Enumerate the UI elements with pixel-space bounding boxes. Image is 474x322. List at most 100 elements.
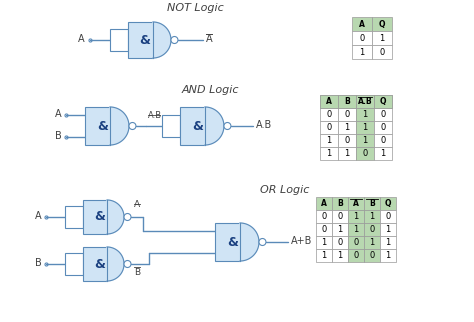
FancyBboxPatch shape — [332, 249, 348, 262]
FancyBboxPatch shape — [356, 121, 374, 134]
Circle shape — [124, 213, 131, 221]
FancyBboxPatch shape — [352, 31, 372, 45]
Circle shape — [171, 36, 178, 43]
FancyBboxPatch shape — [348, 197, 364, 210]
FancyBboxPatch shape — [332, 197, 348, 210]
Text: &: & — [94, 211, 105, 223]
FancyBboxPatch shape — [356, 147, 374, 160]
FancyBboxPatch shape — [83, 247, 107, 281]
Text: &: & — [97, 119, 108, 132]
Text: 0: 0 — [359, 33, 365, 43]
FancyBboxPatch shape — [83, 200, 107, 234]
FancyBboxPatch shape — [316, 236, 332, 249]
Text: A.B: A.B — [256, 120, 272, 130]
FancyBboxPatch shape — [364, 249, 380, 262]
Text: Q: Q — [385, 199, 391, 208]
Text: Q: Q — [380, 97, 386, 106]
Circle shape — [224, 122, 231, 129]
Text: 1: 1 — [345, 149, 350, 158]
Text: 0: 0 — [337, 212, 343, 221]
Text: 0: 0 — [321, 212, 327, 221]
Text: &: & — [94, 258, 105, 270]
Text: 0: 0 — [321, 225, 327, 234]
FancyBboxPatch shape — [374, 121, 392, 134]
FancyBboxPatch shape — [316, 223, 332, 236]
Text: 0: 0 — [369, 251, 374, 260]
FancyBboxPatch shape — [372, 45, 392, 59]
Text: 1: 1 — [337, 251, 343, 260]
Text: 0: 0 — [380, 110, 386, 119]
FancyBboxPatch shape — [374, 147, 392, 160]
FancyBboxPatch shape — [372, 31, 392, 45]
FancyBboxPatch shape — [372, 17, 392, 31]
FancyBboxPatch shape — [356, 134, 374, 147]
Text: NOT Logic: NOT Logic — [167, 3, 223, 13]
FancyBboxPatch shape — [348, 223, 364, 236]
Text: 0: 0 — [345, 110, 350, 119]
FancyBboxPatch shape — [65, 253, 83, 275]
FancyBboxPatch shape — [316, 210, 332, 223]
Text: &: & — [192, 119, 202, 132]
Text: Q: Q — [379, 20, 385, 29]
FancyBboxPatch shape — [380, 236, 396, 249]
Polygon shape — [107, 200, 124, 234]
FancyBboxPatch shape — [364, 236, 380, 249]
FancyBboxPatch shape — [348, 210, 364, 223]
Text: 1: 1 — [363, 136, 368, 145]
Text: 0: 0 — [363, 149, 368, 158]
Text: 1: 1 — [380, 149, 386, 158]
Text: 1: 1 — [363, 110, 368, 119]
FancyBboxPatch shape — [374, 108, 392, 121]
Text: 1: 1 — [359, 48, 365, 56]
Circle shape — [259, 239, 266, 245]
Text: 1: 1 — [337, 225, 343, 234]
FancyBboxPatch shape — [348, 249, 364, 262]
FancyBboxPatch shape — [374, 95, 392, 108]
Text: B: B — [35, 258, 42, 268]
Text: 0: 0 — [354, 238, 359, 247]
Text: 1: 1 — [369, 238, 374, 247]
Text: A: A — [326, 97, 332, 106]
Text: 1: 1 — [363, 123, 368, 132]
Text: B: B — [344, 97, 350, 106]
FancyBboxPatch shape — [352, 45, 372, 59]
Text: A.B: A.B — [358, 97, 372, 106]
FancyBboxPatch shape — [348, 236, 364, 249]
Text: A: A — [55, 109, 62, 119]
FancyBboxPatch shape — [110, 29, 128, 51]
Text: 0: 0 — [380, 136, 386, 145]
FancyBboxPatch shape — [338, 147, 356, 160]
Text: &: & — [139, 33, 150, 46]
FancyBboxPatch shape — [380, 223, 396, 236]
FancyBboxPatch shape — [338, 95, 356, 108]
Text: 1: 1 — [385, 238, 391, 247]
Text: A: A — [359, 20, 365, 29]
Text: 1: 1 — [327, 149, 332, 158]
Text: A.B: A.B — [148, 111, 162, 120]
Text: A: A — [134, 200, 140, 209]
FancyBboxPatch shape — [356, 95, 374, 108]
FancyBboxPatch shape — [364, 223, 380, 236]
FancyBboxPatch shape — [380, 249, 396, 262]
Text: A: A — [321, 199, 327, 208]
FancyBboxPatch shape — [332, 210, 348, 223]
Text: 1: 1 — [345, 123, 350, 132]
FancyBboxPatch shape — [338, 95, 356, 108]
FancyBboxPatch shape — [364, 197, 380, 210]
Text: B: B — [134, 268, 140, 277]
FancyBboxPatch shape — [162, 115, 180, 137]
FancyBboxPatch shape — [320, 95, 338, 108]
FancyBboxPatch shape — [320, 134, 338, 147]
Text: OR Logic: OR Logic — [260, 185, 310, 195]
FancyBboxPatch shape — [128, 22, 153, 58]
Text: 0: 0 — [354, 251, 359, 260]
Text: 1: 1 — [321, 238, 327, 247]
Text: 0: 0 — [369, 225, 374, 234]
FancyBboxPatch shape — [316, 197, 332, 210]
FancyBboxPatch shape — [332, 223, 348, 236]
Text: 1: 1 — [321, 251, 327, 260]
FancyBboxPatch shape — [215, 223, 240, 261]
Text: B: B — [337, 199, 343, 208]
Text: 0: 0 — [327, 110, 332, 119]
Text: 1: 1 — [327, 136, 332, 145]
